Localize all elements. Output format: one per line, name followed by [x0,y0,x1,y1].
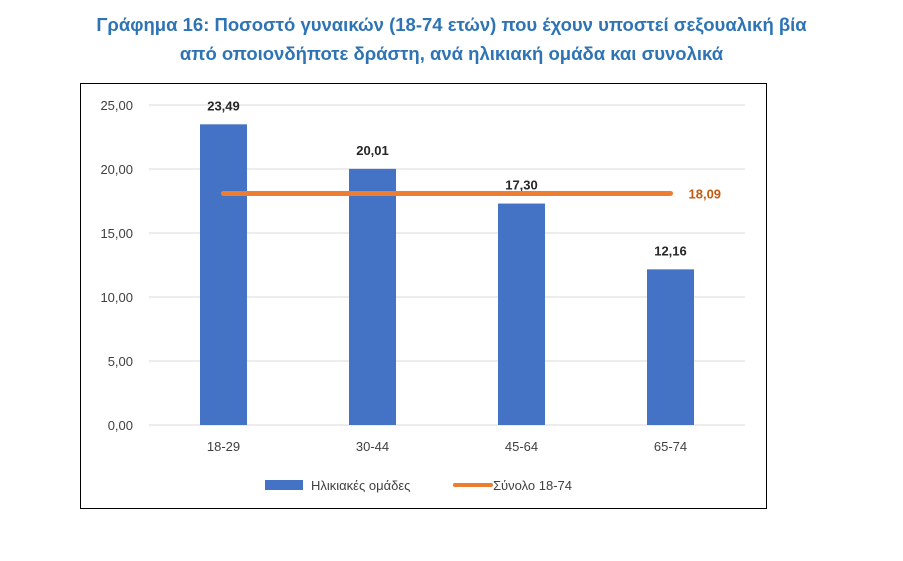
x-tick-label: 18-29 [207,439,240,454]
chart-area: 0,00 5,00 10,00 15,00 20,00 25,00 23,49 18-29 20… [80,83,767,509]
x-tick-label: 45-64 [505,439,538,454]
bar-value-label: 20,01 [356,143,389,158]
y-tick-label: 15,00 [100,226,133,241]
bar-chart: 0,00 5,00 10,00 15,00 20,00 25,00 23,49 18-29 20… [100,98,745,493]
y-tick-label: 5,00 [108,354,133,369]
chart-title-line1: Γράφημα 16: Ποσοστό γυναικών (18-74 ετών… [96,14,807,35]
legend-swatch-bars [265,480,303,490]
y-tick-label: 0,00 [108,418,133,433]
bar [647,269,694,425]
chart-title-line2: από οποιονδήποτε δράστη, ανά ηλικιακή ομ… [179,43,724,64]
bar [200,124,247,425]
bar-value-label: 12,16 [654,243,687,258]
chart-title: Γράφημα 16: Ποσοστό γυναικών (18-74 ετών… [0,10,903,68]
bar-value-label: 17,30 [505,178,538,193]
y-tick-label: 25,00 [100,98,133,113]
legend-label-bars: Ηλικιακές ομάδες [311,478,410,493]
legend-label-line: Σύνολο 18-74 [493,478,572,493]
x-tick-label: 65-74 [654,439,687,454]
y-tick-label: 10,00 [100,290,133,305]
bar [498,203,545,425]
y-tick-label: 20,00 [100,162,133,177]
total-line-label: 18,09 [689,186,722,201]
bar-value-label: 23,49 [207,98,240,113]
bar [349,168,396,425]
x-tick-label: 30-44 [356,439,389,454]
